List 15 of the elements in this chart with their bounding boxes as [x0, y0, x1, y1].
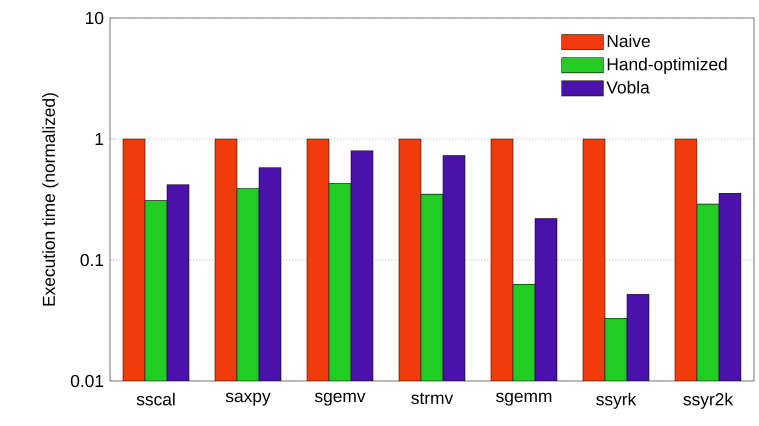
x-tick-label: sscal — [136, 392, 175, 406]
x-tick-label: ssyr2k — [683, 392, 734, 409]
legend-label: Hand-optimized — [608, 58, 727, 74]
x-tick-label: sgemm — [496, 392, 552, 406]
legend-label: Vobla — [606, 80, 650, 94]
x-tick-label: strmv — [411, 392, 454, 404]
y-tick-label: 0.1 — [80, 254, 104, 266]
y-tick-label: 0.01 — [70, 374, 104, 388]
y-tick-label: 1 — [96, 133, 104, 145]
y-tick-label: 10 — [86, 12, 104, 24]
x-tick-label: ssyrk — [596, 392, 636, 409]
x-tick-label: sgemv — [314, 392, 366, 406]
legend-label: Naive — [608, 34, 650, 48]
y-axis-title: Execution time (normalized) — [42, 93, 58, 306]
x-tick-label: saxpy — [226, 392, 271, 406]
